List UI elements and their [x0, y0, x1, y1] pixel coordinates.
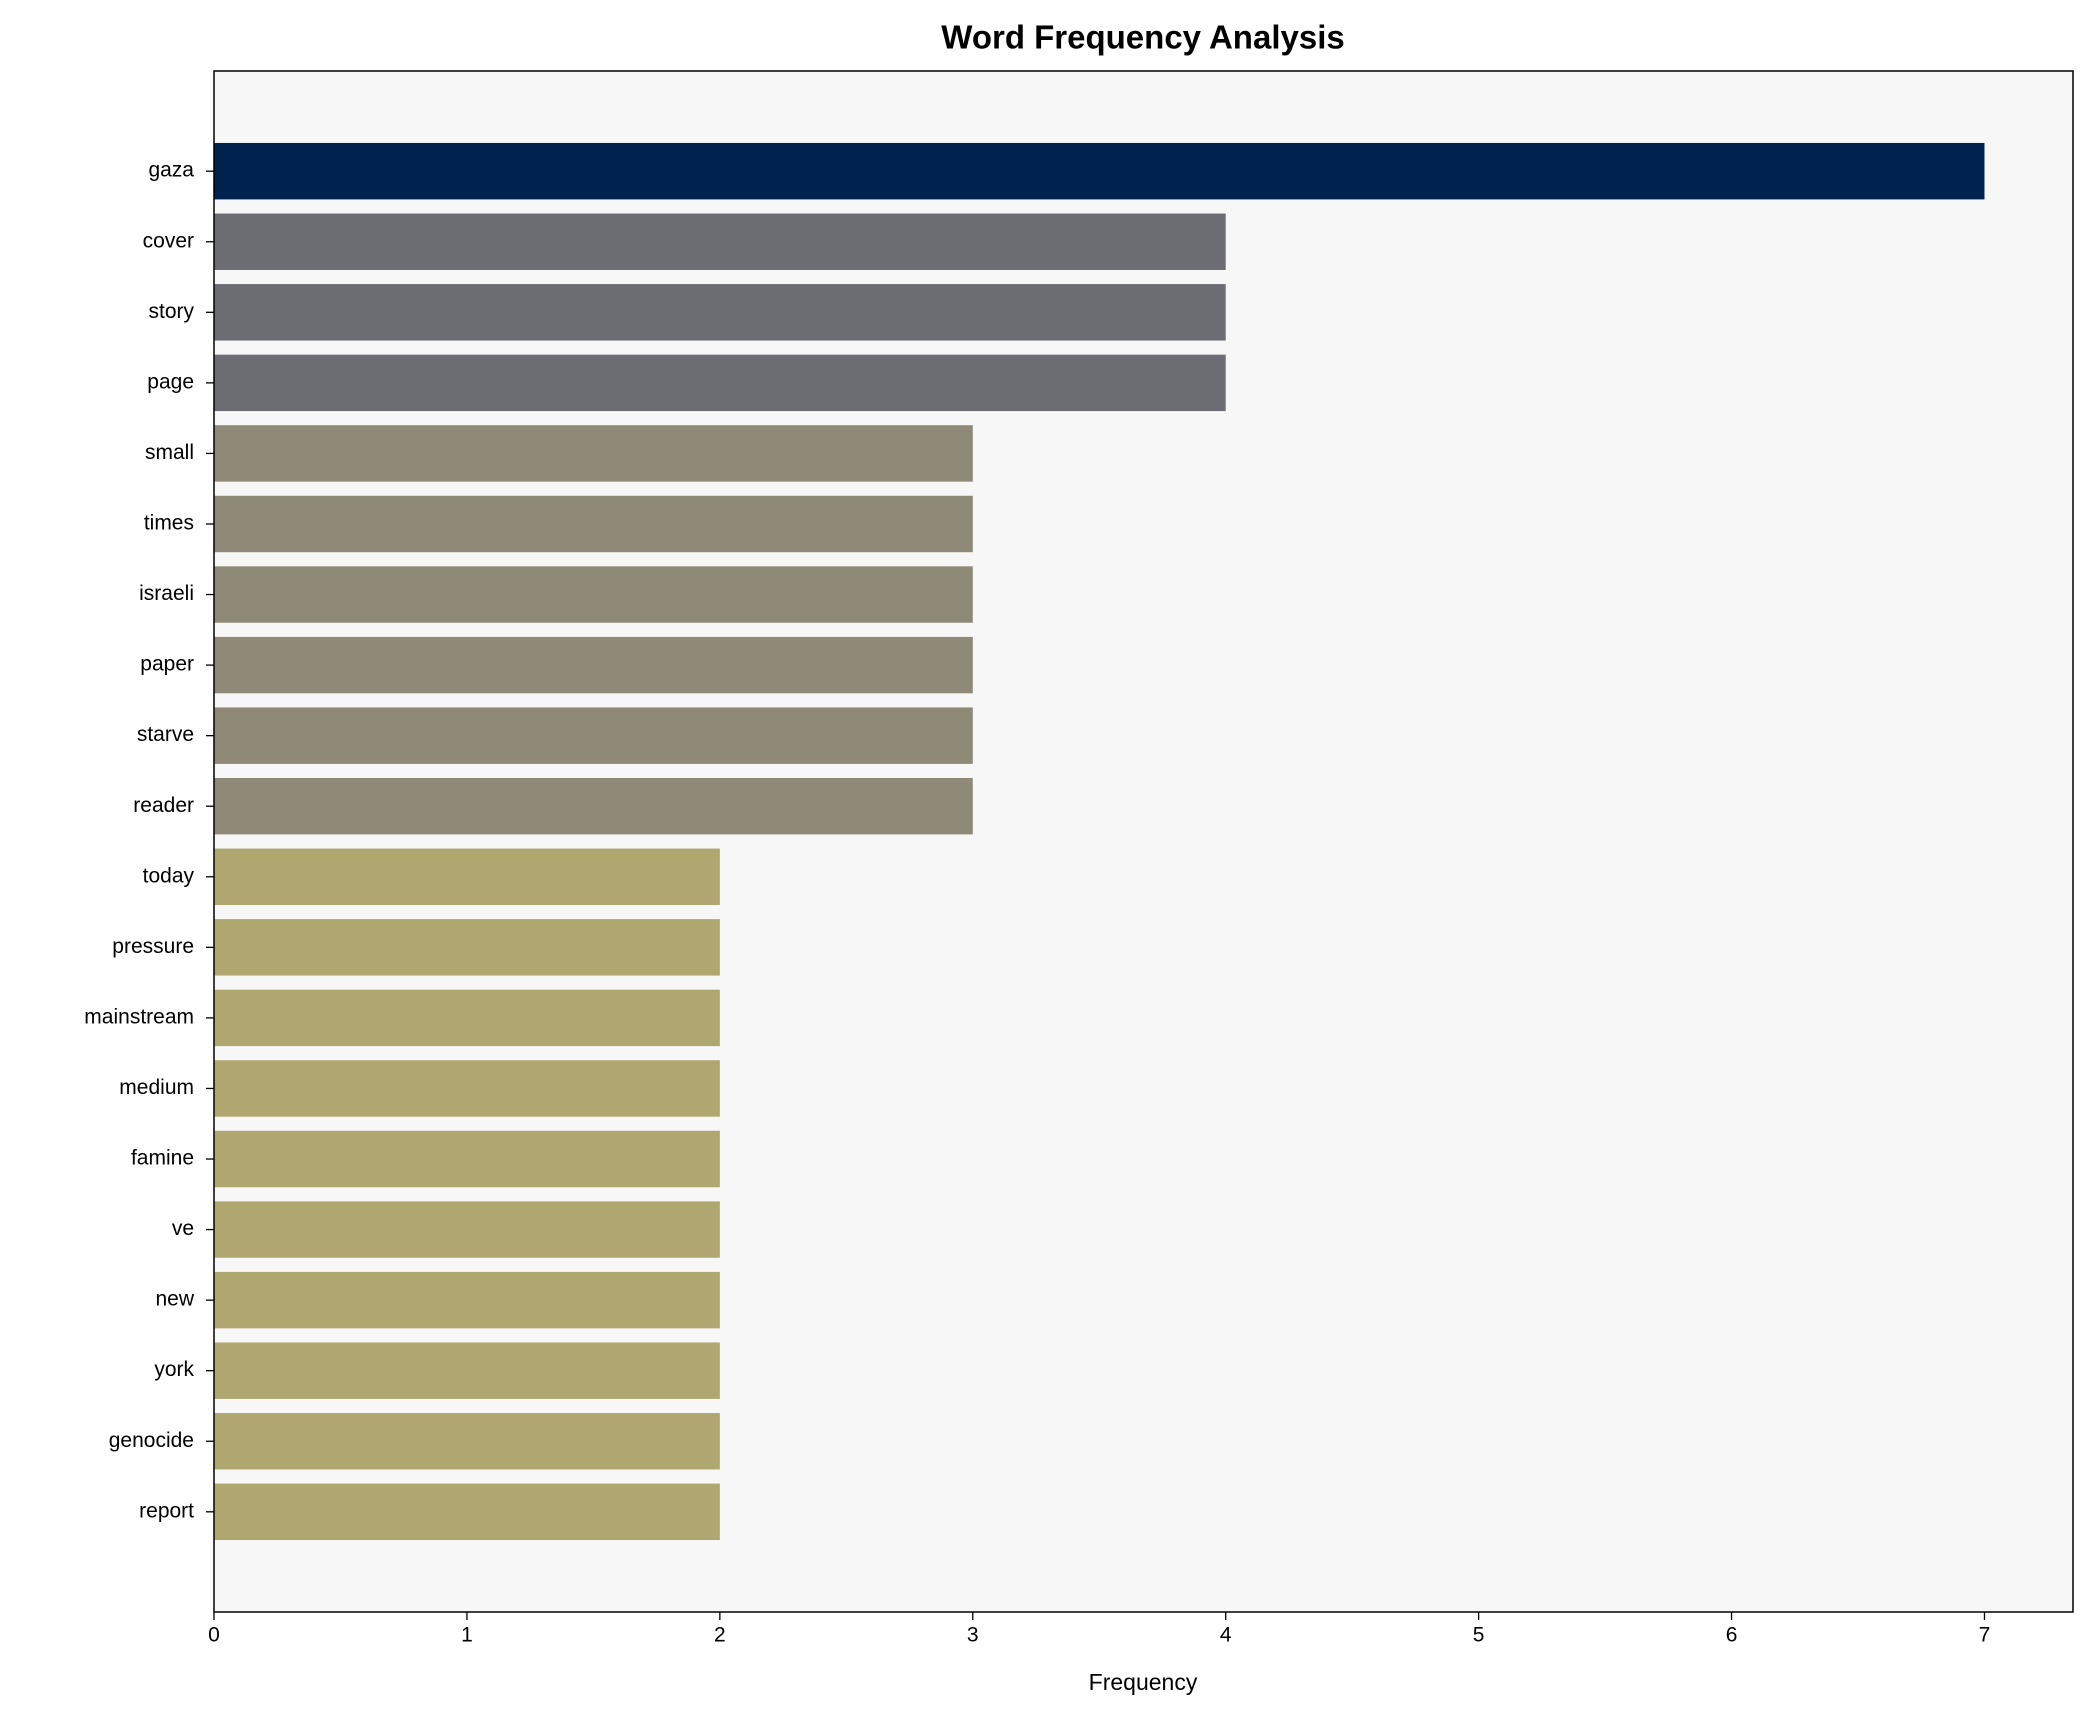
y-tick-label: reader	[133, 794, 194, 817]
bar	[214, 1201, 720, 1258]
bar	[214, 495, 973, 553]
bar	[214, 707, 973, 764]
y-tick-label: gaza	[148, 159, 194, 182]
y-tick-label: page	[147, 370, 194, 393]
y-tick-label: paper	[140, 653, 194, 676]
bar	[214, 848, 720, 906]
x-axis-label: Frequency	[1089, 1669, 1198, 1695]
y-tick-label: today	[143, 864, 195, 887]
x-tick-label: 6	[1726, 1624, 1738, 1647]
bar	[214, 1271, 720, 1329]
y-tick-label: ve	[172, 1217, 194, 1240]
y-tick-label: mainstream	[84, 1005, 194, 1028]
bar	[214, 1130, 720, 1188]
bar	[214, 213, 1226, 270]
y-tick-label: report	[139, 1499, 194, 1522]
bar	[214, 1060, 720, 1117]
x-tick-label: 7	[1979, 1624, 1991, 1647]
bar	[214, 636, 973, 694]
y-tick-label: famine	[131, 1147, 194, 1170]
bar	[214, 919, 720, 976]
bar	[214, 989, 720, 1047]
chart-title: Word Frequency Analysis	[941, 19, 1344, 56]
x-tick-label: 5	[1473, 1624, 1485, 1647]
y-tick-label: cover	[143, 229, 194, 252]
y-tick-label: starve	[137, 723, 194, 746]
bar	[214, 1483, 720, 1541]
y-tick-label: times	[144, 512, 194, 535]
bar	[214, 354, 1226, 412]
x-tick-label: 0	[208, 1624, 220, 1647]
y-tick-label: new	[155, 1288, 194, 1311]
x-tick-label: 4	[1220, 1624, 1232, 1647]
bar	[214, 142, 1985, 200]
bar	[214, 777, 973, 835]
bar	[214, 1413, 720, 1470]
x-tick-label: 1	[461, 1624, 473, 1647]
x-tick-label: 3	[967, 1624, 979, 1647]
x-tick-label: 2	[714, 1624, 726, 1647]
plot-frame	[213, 70, 2074, 1613]
bar	[214, 1342, 720, 1399]
bar	[214, 425, 973, 482]
y-tick-label: israeli	[139, 582, 194, 605]
y-tick-label: story	[148, 300, 194, 323]
bar	[214, 284, 1226, 341]
y-tick-label: genocide	[109, 1429, 194, 1452]
y-tick-label: york	[154, 1358, 194, 1381]
y-tick-label: medium	[119, 1076, 194, 1099]
bar	[214, 566, 973, 623]
y-tick-label: pressure	[112, 935, 194, 958]
y-tick-label: small	[145, 441, 194, 464]
